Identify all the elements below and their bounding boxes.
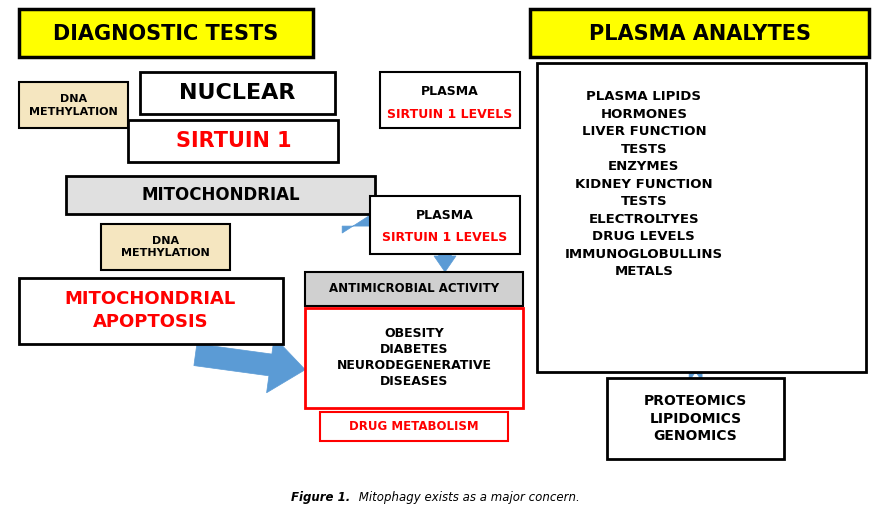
Text: DIAGNOSTIC TESTS: DIAGNOSTIC TESTS <box>53 24 277 43</box>
Text: SIRTUIN 1 LEVELS: SIRTUIN 1 LEVELS <box>382 230 507 244</box>
Text: MITOCHONDRIAL
APOPTOSIS: MITOCHONDRIAL APOPTOSIS <box>65 290 236 331</box>
Text: PLASMA ANALYTES: PLASMA ANALYTES <box>588 24 810 43</box>
Text: ANTIMICROBIAL ACTIVITY: ANTIMICROBIAL ACTIVITY <box>329 283 499 295</box>
Text: Mitophagy exists as a major concern.: Mitophagy exists as a major concern. <box>354 492 579 504</box>
Text: PROTEOMICS
LIPIDOMICS
GENOMICS: PROTEOMICS LIPIDOMICS GENOMICS <box>643 394 746 443</box>
Text: DRUG METABOLISM: DRUG METABOLISM <box>349 420 478 433</box>
Text: PLASMA: PLASMA <box>421 85 478 98</box>
Bar <box>19 9 313 57</box>
Bar <box>320 411 508 442</box>
Polygon shape <box>342 197 375 233</box>
Bar <box>369 196 519 254</box>
Bar <box>536 62 866 371</box>
Text: PLASMA LIPIDS
HORMONES
LIVER FUNCTION
TESTS
ENZYMES
KIDNEY FUNCTION
TESTS
ELECTR: PLASMA LIPIDS HORMONES LIVER FUNCTION TE… <box>564 90 722 278</box>
Bar <box>100 224 230 270</box>
Text: DNA
METHYLATION: DNA METHYLATION <box>29 94 118 117</box>
Text: NUCLEAR: NUCLEAR <box>179 83 295 103</box>
Polygon shape <box>433 254 455 272</box>
Bar <box>140 73 335 114</box>
Bar <box>128 121 338 162</box>
Text: MITOCHONDRIAL: MITOCHONDRIAL <box>141 186 299 204</box>
Text: OBESITY
DIABETES
NEURODEGENERATIVE
DISEASES: OBESITY DIABETES NEURODEGENERATIVE DISEA… <box>336 327 491 388</box>
Bar <box>19 278 283 344</box>
Polygon shape <box>684 371 706 388</box>
Bar <box>305 272 522 306</box>
Bar <box>529 9 868 57</box>
Text: PLASMA: PLASMA <box>416 208 473 222</box>
Bar <box>66 176 375 214</box>
Polygon shape <box>194 337 305 393</box>
Text: SIRTUIN 1 LEVELS: SIRTUIN 1 LEVELS <box>387 108 512 121</box>
Bar <box>19 82 128 128</box>
Bar <box>380 73 519 128</box>
Text: Figure 1.: Figure 1. <box>291 492 350 504</box>
Bar <box>606 378 783 459</box>
Text: DNA
METHYLATION: DNA METHYLATION <box>120 236 210 259</box>
Bar <box>305 308 522 408</box>
Text: SIRTUIN 1: SIRTUIN 1 <box>175 131 291 151</box>
